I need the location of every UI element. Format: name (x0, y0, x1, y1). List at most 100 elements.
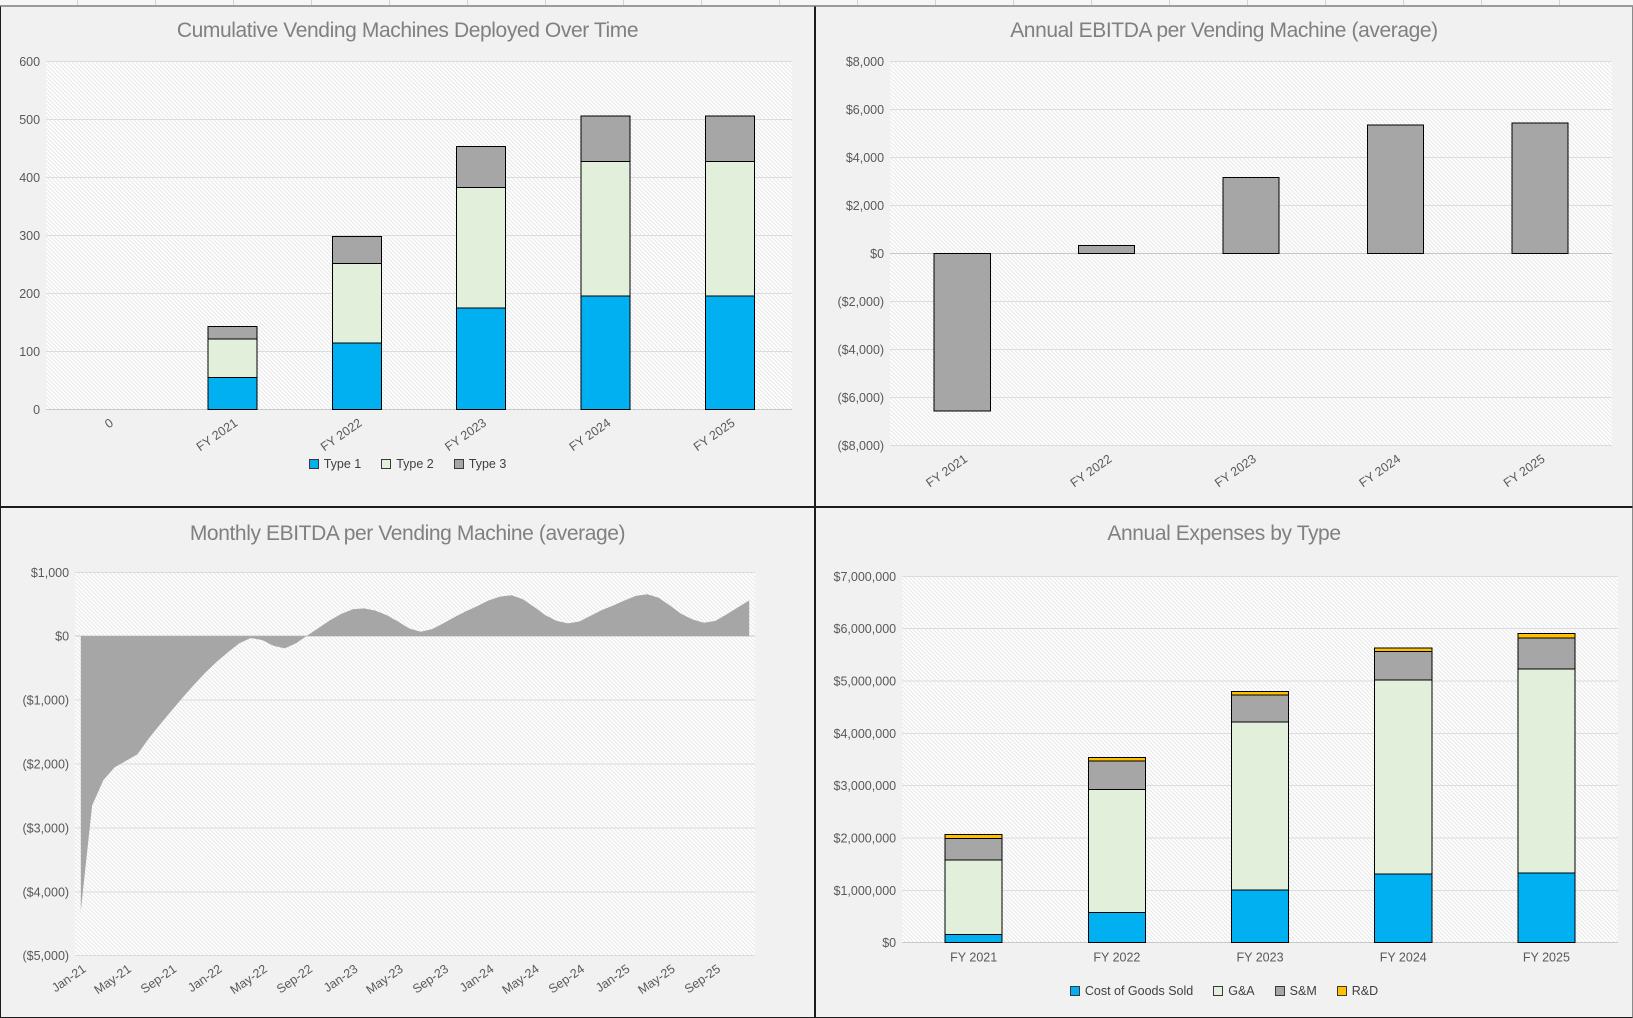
charts-grid: 600 500 400 300 200 100 0 0 FY 2021 FY 2022 FY 202… (0, 6, 1633, 1018)
x-tick-label: FY 2024 (567, 416, 614, 454)
y-tick-label: ($2,000) (838, 295, 885, 309)
x-tick-label: FY 2025 (1523, 951, 1570, 965)
y-tick-label: 300 (19, 229, 40, 243)
chart-monthly-ebitda-per-machine[interactable]: $1,000 $0 ($1,000) ($2,000) ($3,000) ($4,000)… (0, 507, 815, 1018)
bar-segment (1087, 756, 1146, 762)
y-tick-label: ($3,000) (23, 821, 70, 835)
y-tick-label: $2,000,000 (834, 832, 897, 846)
y-tick-label: 100 (19, 345, 40, 359)
legend-label: Cost of Goods Sold (1084, 984, 1194, 998)
y-tick-label: 200 (19, 287, 40, 301)
legend-label: S&M (1289, 984, 1317, 998)
bar-segment (1517, 872, 1576, 944)
y-tick-label: $2,000 (846, 199, 884, 213)
y-tick-labels: $7,000,000 $6,000,000 $5,000,000 $4,000,000… (834, 570, 897, 950)
bars (933, 122, 1569, 412)
bars (944, 632, 1576, 944)
x-tick-label: FY 2024 (1357, 452, 1404, 490)
bar-segment (331, 262, 382, 344)
legend-swatch-icon (453, 459, 464, 469)
bar-segment (704, 295, 755, 411)
y-tick-labels: 600 500 400 300 200 100 0 (19, 55, 40, 417)
x-tick-label: Jan-23 (321, 962, 360, 995)
bar-segment (207, 338, 258, 379)
y-tick-label: $8,000 (846, 55, 884, 69)
x-tick-label: Sep-23 (410, 962, 451, 997)
x-tick-labels: 0 FY 2021 FY 2022 FY 2023 FY 2024 FY 2025 (102, 416, 737, 454)
x-tick-label: Jan-25 (593, 962, 632, 995)
annual-expenses-chart-canvas: $7,000,000 $6,000,000 $5,000,000 $4,000,000… (834, 570, 1618, 965)
y-tick-label: $5,000,000 (834, 674, 897, 688)
legend-item: R&D (1336, 984, 1378, 998)
bar-segment (456, 307, 507, 411)
bar-segment (1087, 911, 1146, 944)
chart-cumulative-vending-machines[interactable]: 600 500 400 300 200 100 0 0 FY 2021 FY 2022 FY 202… (0, 6, 815, 507)
bars (207, 115, 755, 411)
x-tick-label: FY 2022 (1068, 452, 1115, 490)
x-tick-label: Sep-21 (138, 962, 179, 997)
x-tick-label: FY 2025 (691, 416, 738, 454)
chart-legend: Cost of Goods Sold G&A S&M R&D (816, 984, 1632, 998)
y-gridlines (46, 60, 792, 411)
y-tick-label: $4,000,000 (834, 727, 897, 741)
x-tick-labels: FY 2021 FY 2022 FY 2023 FY 2024 FY 2025 (950, 951, 1570, 965)
bar-segment (1374, 651, 1433, 681)
legend-label: Type 2 (396, 457, 434, 471)
y-tick-label: ($6,000) (838, 391, 885, 405)
x-tick-label: Jan-24 (457, 962, 496, 995)
y-tick-label: $6,000,000 (834, 622, 897, 636)
bar-segment (580, 161, 631, 297)
bar-segment (944, 859, 1003, 935)
bar-segment (580, 295, 631, 411)
legend-swatch-icon (1274, 986, 1285, 996)
x-tick-label: FY 2021 (194, 416, 241, 454)
legend-label: Type 3 (468, 457, 507, 471)
bar-segment (1517, 668, 1576, 874)
bar-segment (1511, 122, 1569, 254)
x-tick-label: May-25 (635, 962, 677, 997)
y-tick-label: $0 (55, 630, 69, 644)
legend-item: Type 1 (308, 457, 362, 471)
bar-segment (1374, 647, 1433, 653)
y-tick-labels: $1,000 $0 ($1,000) ($2,000) ($3,000) ($4,000)… (23, 566, 70, 963)
legend-item: Cost of Goods Sold (1069, 984, 1194, 998)
chart-annual-expenses-by-type[interactable]: $7,000,000 $6,000,000 $5,000,000 $4,000,000… (815, 507, 1633, 1018)
y-tick-label: $1,000 (31, 566, 69, 580)
x-tick-label: FY 2021 (923, 452, 970, 490)
bar-segment (1078, 245, 1136, 254)
x-tick-labels: Jan-21 May-21 Sep-21 Jan-22 May-22 Sep-22 Jan-… (49, 962, 723, 997)
x-tick-label: Sep-25 (682, 962, 723, 997)
bar-segment (1231, 721, 1290, 891)
x-tick-label: FY 2024 (1380, 951, 1427, 965)
y-tick-labels: $8,000 $6,000 $4,000 $2,000 $0 ($2,000) ($4,00… (838, 55, 885, 453)
bar-segment (1517, 637, 1576, 670)
legend-swatch-icon (1213, 986, 1224, 996)
legend-item: S&M (1274, 984, 1317, 998)
legend-swatch-icon (1069, 986, 1080, 996)
y-tick-label: $1,000,000 (834, 884, 897, 898)
bar-segment (1231, 889, 1290, 944)
x-tick-label: FY 2023 (1212, 452, 1259, 490)
y-tick-label: ($4,000) (23, 885, 70, 899)
y-tick-label: ($4,000) (838, 343, 885, 357)
bar-segment (933, 252, 991, 412)
x-tick-label: FY 2022 (1093, 951, 1140, 965)
bar-segment (944, 838, 1003, 861)
x-tick-label: May-22 (228, 962, 270, 997)
x-tick-label: FY 2021 (950, 951, 997, 965)
y-tick-label: ($8,000) (838, 439, 885, 453)
bar-segment (331, 342, 382, 411)
chart-legend: Type 1 Type 2 Type 3 (1, 457, 814, 471)
bar-segment (1374, 873, 1433, 944)
chart-annual-ebitda-per-machine[interactable]: $8,000 $6,000 $4,000 $2,000 $0 ($2,000) ($4,00… (815, 6, 1633, 507)
y-tick-label: $6,000 (846, 103, 884, 117)
legend-label: G&A (1228, 984, 1255, 998)
x-tick-label: Sep-24 (546, 962, 587, 997)
y-tick-label: ($1,000) (23, 694, 70, 708)
bar-segment (1231, 694, 1290, 723)
y-tick-label: 0 (33, 403, 40, 417)
x-tick-label: FY 2023 (1237, 951, 1284, 965)
x-tick-label: Sep-22 (274, 962, 315, 997)
y-tick-label: $0 (882, 936, 896, 950)
legend-label: Type 1 (323, 457, 362, 471)
